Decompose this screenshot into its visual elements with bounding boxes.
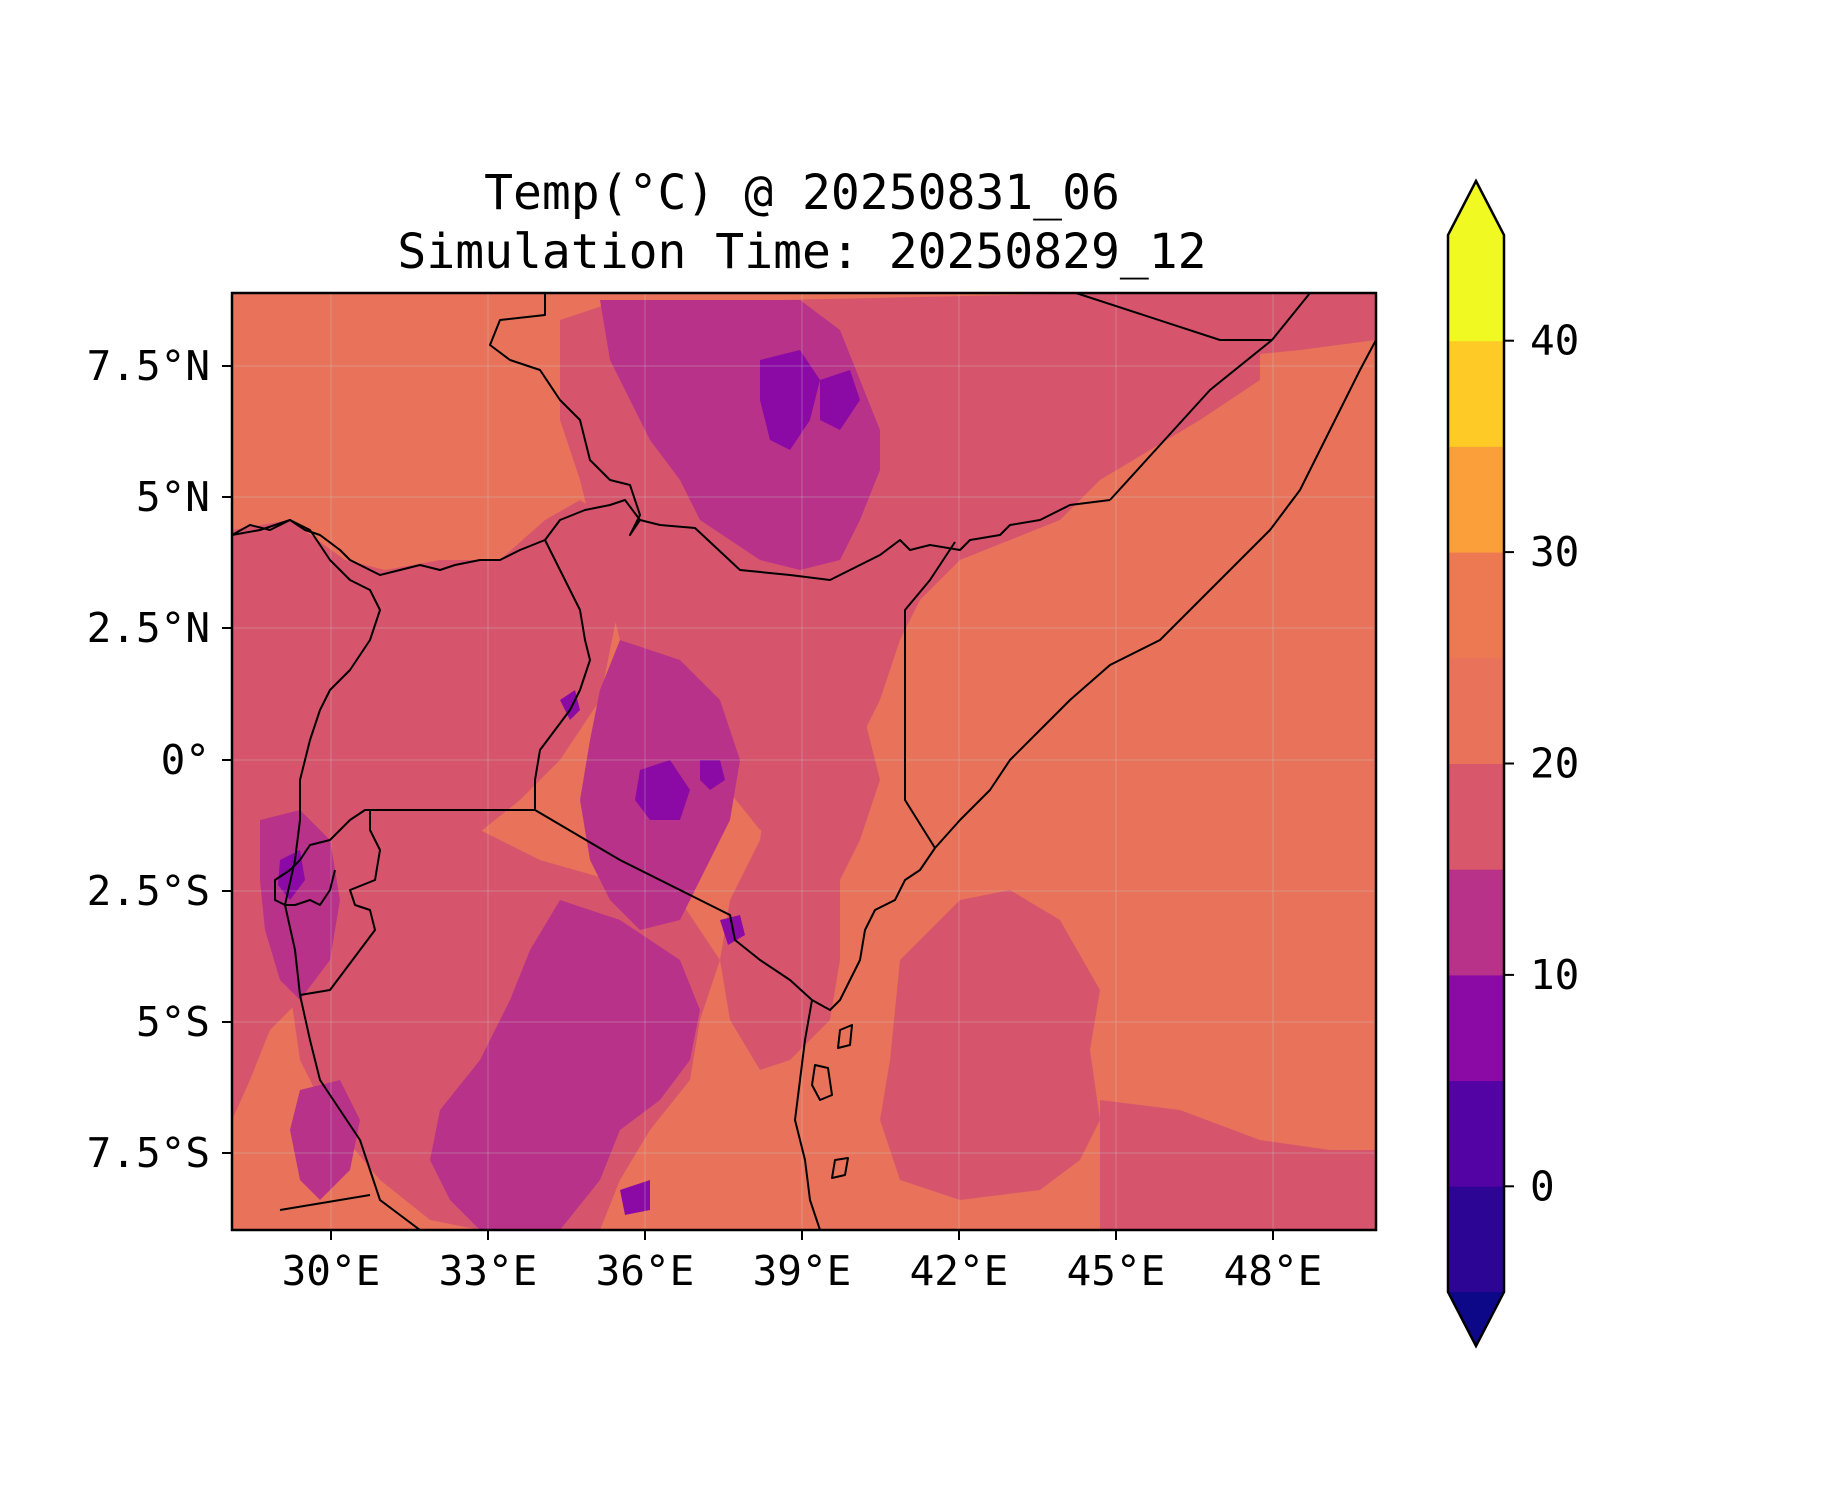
x-tick-label: 30°E bbox=[282, 1247, 381, 1295]
map-frame bbox=[230, 291, 1378, 1232]
colorbar-bin bbox=[1448, 1080, 1504, 1187]
x-tick-label: 42°E bbox=[910, 1247, 1009, 1295]
x-tick-label: 45°E bbox=[1067, 1247, 1166, 1295]
chart-title-line-2: Simulation Time: 20250829_12 bbox=[397, 224, 1206, 280]
chart-title-line-1: Temp(°C) @ 20250831_06 bbox=[484, 165, 1120, 221]
colorbar-extend-top bbox=[1448, 181, 1504, 235]
x-tick-label: 39°E bbox=[753, 1247, 852, 1295]
colorbar: 0 10 20 30 40 bbox=[1446, 178, 1579, 1349]
colorbar-bin bbox=[1448, 763, 1504, 870]
y-tick-label: 0° bbox=[161, 736, 210, 784]
colorbar-tick-label: 40 bbox=[1530, 317, 1579, 365]
y-tick-label: 2.5°S bbox=[87, 867, 210, 915]
colorbar-bins bbox=[1448, 235, 1504, 1293]
colorbar-bin bbox=[1448, 869, 1504, 976]
colorbar-bin bbox=[1448, 235, 1504, 342]
colorbar-bin bbox=[1448, 446, 1504, 553]
x-axis-labels: 30°E 33°E 36°E 39°E 42°E 45°E 48°E bbox=[282, 1247, 1323, 1295]
x-tick-label: 48°E bbox=[1224, 1247, 1323, 1295]
colorbar-extend-bottom bbox=[1448, 1292, 1504, 1346]
colorbar-bin bbox=[1448, 552, 1504, 659]
colorbar-bin bbox=[1448, 340, 1504, 447]
colorbar-bin bbox=[1448, 974, 1504, 1082]
temp-band-10-15 bbox=[278, 350, 860, 1215]
colorbar-tick-label: 10 bbox=[1530, 951, 1579, 999]
colorbar-bin bbox=[1448, 657, 1504, 764]
y-tick-label: 5°N bbox=[136, 473, 210, 521]
y-axis-labels: 7.5°N 5°N 2.5°N 0° 2.5°S 5°S 7.5°S bbox=[87, 342, 210, 1177]
x-tick-marks bbox=[330, 1230, 1274, 1240]
map-gridlines bbox=[232, 293, 1376, 1230]
country-borders bbox=[232, 293, 1376, 1230]
colorbar-tick-label: 0 bbox=[1530, 1162, 1555, 1210]
y-tick-label: 7.5°S bbox=[87, 1129, 210, 1177]
y-tick-label: 5°S bbox=[136, 998, 210, 1046]
y-tick-label: 7.5°N bbox=[87, 342, 210, 390]
colorbar-tick-label: 20 bbox=[1530, 740, 1579, 788]
colorbar-ticks: 0 10 20 30 40 bbox=[1504, 317, 1579, 1210]
y-tick-marks bbox=[222, 365, 232, 1154]
colorbar-outline bbox=[1446, 178, 1506, 1349]
y-tick-label: 2.5°N bbox=[87, 604, 210, 652]
temperature-map: 30°E 33°E 36°E 39°E 42°E 45°E 48°E 7.5°N… bbox=[87, 291, 1378, 1295]
x-tick-label: 36°E bbox=[596, 1247, 695, 1295]
colorbar-tick-label: 30 bbox=[1530, 528, 1579, 576]
colorbar-bin bbox=[1448, 1186, 1504, 1293]
x-tick-label: 33°E bbox=[439, 1247, 538, 1295]
